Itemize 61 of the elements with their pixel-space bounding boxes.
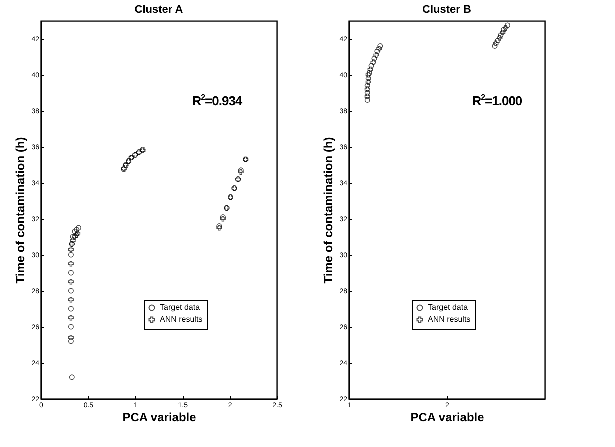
- point: [370, 60, 376, 66]
- point: [374, 52, 380, 58]
- point: [68, 306, 74, 312]
- point: [364, 86, 370, 92]
- point: [68, 315, 74, 321]
- legend-label: Target data: [160, 303, 201, 312]
- point: [364, 97, 370, 103]
- point: [497, 35, 503, 41]
- point: [495, 38, 501, 44]
- point: [220, 214, 226, 220]
- point: [493, 40, 499, 46]
- point: [68, 297, 74, 303]
- point: [70, 234, 76, 240]
- point: [68, 270, 74, 276]
- y-axis-title: Time of contamination (h): [322, 137, 336, 284]
- chart-title: Cluster A: [134, 4, 184, 16]
- point: [74, 227, 80, 233]
- point: [68, 279, 74, 285]
- point: [68, 246, 74, 252]
- point: [503, 25, 509, 31]
- y-axis-title: Time of contamination (h): [14, 137, 28, 284]
- annotation: R$^{2}$=1.000: [472, 92, 522, 108]
- point: [364, 90, 370, 96]
- point: [501, 27, 507, 33]
- point: [364, 94, 370, 100]
- legend-label: ANN results: [428, 315, 471, 324]
- point: [70, 238, 76, 244]
- x-axis-title: PCA variable: [122, 410, 197, 424]
- point: [72, 234, 78, 240]
- point: [374, 48, 380, 54]
- point: [220, 216, 226, 222]
- x-axis-title: PCA variable: [410, 410, 485, 424]
- point: [378, 43, 384, 49]
- point: [492, 43, 498, 49]
- chart-title: Cluster B: [422, 4, 472, 16]
- point: [68, 324, 74, 330]
- point: [372, 56, 378, 62]
- point: [72, 228, 78, 234]
- point: [505, 22, 511, 28]
- legend-label: ANN results: [160, 315, 203, 324]
- legend-label: Target data: [428, 303, 469, 312]
- point: [500, 30, 506, 36]
- point: [76, 225, 82, 231]
- point: [366, 70, 372, 76]
- point: [366, 76, 372, 82]
- point: [376, 46, 382, 52]
- point: [366, 72, 372, 78]
- point: [216, 225, 222, 231]
- point: [216, 223, 222, 229]
- point: [366, 79, 372, 85]
- point: [68, 338, 74, 344]
- point: [498, 32, 504, 38]
- point: [68, 252, 74, 258]
- annotation: R$^{2}$=0.934: [192, 92, 242, 108]
- point: [69, 374, 75, 380]
- point: [68, 288, 74, 294]
- point: [364, 83, 370, 89]
- point: [68, 261, 74, 267]
- point: [68, 335, 74, 341]
- point: [368, 66, 374, 72]
- point: [368, 63, 374, 69]
